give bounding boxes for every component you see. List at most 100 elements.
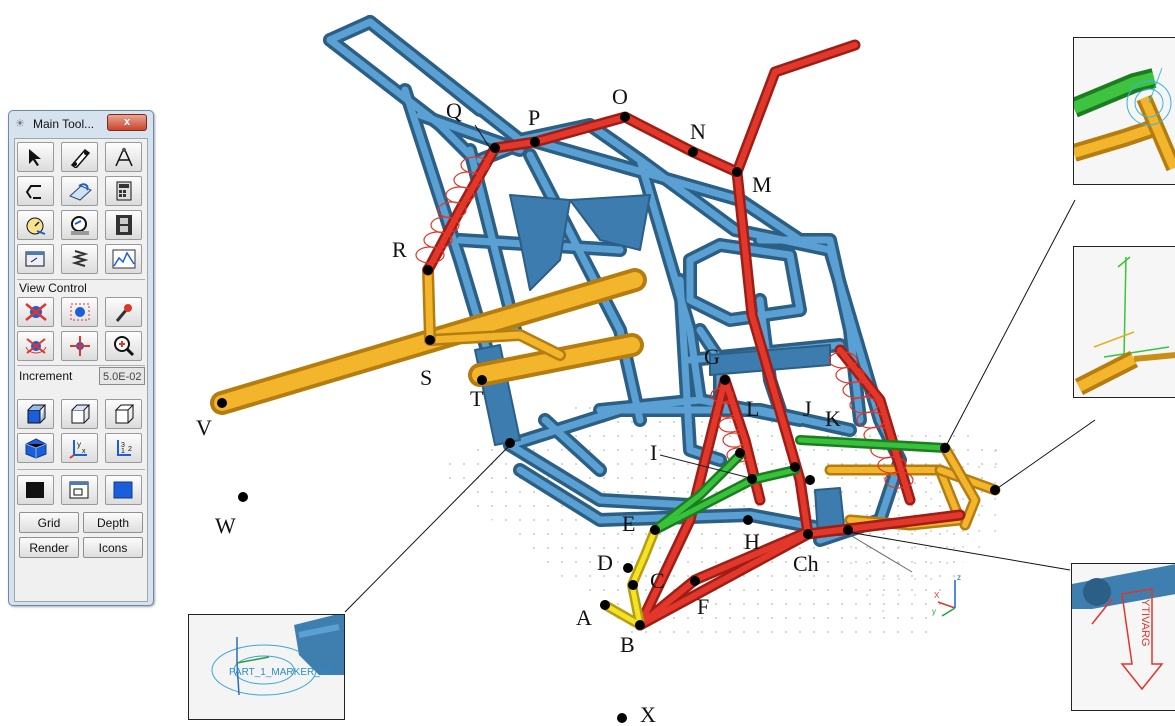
animation-button[interactable] [105, 210, 142, 240]
label-F: F [697, 594, 709, 619]
label-Ch: Ch [793, 551, 819, 576]
point-X [617, 713, 627, 723]
background-color-button[interactable] [17, 475, 54, 505]
front-view-button[interactable] [17, 399, 54, 429]
label-S: S [420, 365, 432, 390]
label-K: K [825, 406, 841, 431]
inset-joint-mid-right [1073, 246, 1175, 398]
svg-text:x: x [82, 448, 86, 455]
iso-view-button[interactable] [17, 433, 54, 463]
import-button[interactable] [17, 244, 54, 274]
spin-view-button[interactable] [17, 331, 54, 361]
close-button[interactable]: x [107, 114, 147, 131]
cube-top-icon [114, 404, 135, 424]
point-labels: A B C D E F G H I J K L M N O P Q R S T … [196, 84, 841, 726]
pick-view-button[interactable] [105, 297, 142, 327]
joint-tool-button[interactable] [105, 142, 142, 172]
inset-joint-top-right [1073, 37, 1175, 185]
increment-field[interactable]: 5.0E-02 [99, 367, 145, 385]
point-S [425, 335, 435, 345]
label-H: H [744, 529, 760, 554]
svg-text:YTIVARG: YTIVARG [1139, 599, 1151, 646]
motion-tool-button[interactable] [17, 176, 54, 206]
compass-joint-icon [115, 147, 133, 167]
pan-view-button[interactable] [61, 331, 98, 361]
force-tool-button[interactable] [61, 176, 98, 206]
point-F [690, 576, 700, 586]
view-control-label: View Control [19, 281, 87, 295]
icons-button[interactable]: Icons [83, 537, 143, 558]
label-O: O [612, 84, 628, 109]
label-B: B [620, 632, 635, 657]
foreground-color-button[interactable] [105, 475, 142, 505]
inset-gravity-detail: YTIVARG [1071, 563, 1175, 711]
label-Q: Q [446, 98, 462, 123]
suspension-links [422, 39, 966, 631]
label-L: L [746, 396, 759, 421]
spring-plate-icon [69, 183, 92, 201]
render-button[interactable]: Render [19, 537, 79, 558]
point-J [790, 462, 800, 472]
pipette-icon [115, 304, 132, 322]
label-E: E [622, 511, 635, 536]
spring-icon [71, 250, 89, 267]
label-N: N [690, 119, 706, 144]
point-Ch [803, 529, 813, 539]
label-G: G [704, 344, 720, 369]
point-I [747, 474, 757, 484]
label-X: X [640, 702, 656, 726]
point-N [688, 147, 698, 157]
rotate-view-button[interactable] [17, 297, 54, 327]
toolbox-body: View Control Increment 5.0E-02 [14, 138, 148, 602]
zoom-view-button[interactable] [105, 331, 142, 361]
axis-numbered-icon: 31 2 [117, 440, 132, 456]
toolbox-titlebar[interactable]: ☀ Main Tool... x [9, 111, 153, 137]
point-A [600, 600, 610, 610]
point-T [477, 375, 487, 385]
spin-icon [25, 338, 47, 354]
zoom-box-icon [70, 303, 90, 321]
side-view-button[interactable] [61, 399, 98, 429]
point-P [530, 137, 540, 147]
control-arms [600, 435, 950, 630]
callout-leaders [344, 124, 1096, 613]
point-W [238, 492, 248, 502]
label-D: D [597, 550, 613, 575]
main-toolbox-window[interactable]: ☀ Main Tool... x [8, 110, 154, 606]
gauge-magnifier-icon [71, 216, 89, 235]
label-P: P [528, 105, 540, 130]
depth-button[interactable]: Depth [83, 512, 143, 533]
link-icon [70, 148, 91, 168]
cube-iso-icon [25, 438, 47, 459]
measure-button[interactable] [61, 210, 98, 240]
point-O [620, 112, 630, 122]
point-V [217, 398, 227, 408]
spring-button[interactable] [61, 244, 98, 274]
point-G [720, 375, 730, 385]
calculator-button[interactable] [105, 176, 142, 206]
select-arrow-button[interactable] [17, 142, 54, 172]
top-view-button[interactable] [105, 399, 142, 429]
window-layout-button[interactable] [61, 475, 98, 505]
simulation-button[interactable] [17, 210, 54, 240]
point-C [628, 580, 638, 590]
label-A: A [576, 605, 592, 630]
label-M: M [752, 172, 772, 197]
label-C: C [650, 568, 665, 593]
label-T: T [470, 386, 484, 411]
plot-button[interactable] [105, 244, 142, 274]
link-tool-button[interactable] [61, 142, 98, 172]
grid-button[interactable]: Grid [19, 512, 79, 533]
zoom-box-button[interactable] [61, 297, 98, 327]
point-E [650, 525, 660, 535]
point-H [743, 515, 753, 525]
plot-chart-icon [112, 249, 136, 269]
point-Q [490, 143, 500, 153]
film-icon [116, 215, 132, 235]
point-D [623, 563, 633, 573]
point-B [635, 620, 645, 630]
calculator-icon [116, 181, 132, 201]
